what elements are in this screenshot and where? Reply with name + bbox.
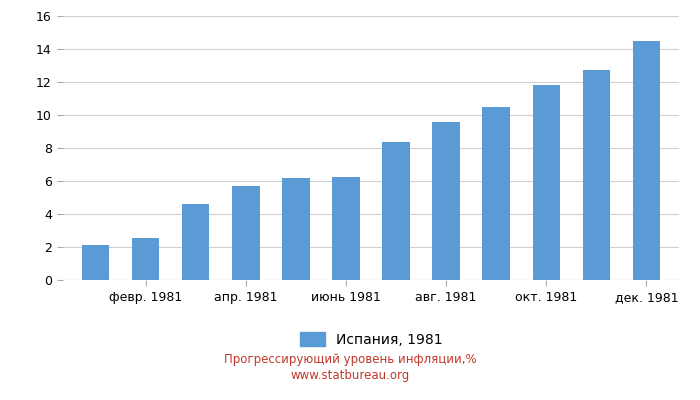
Bar [433, 122, 460, 280]
Bar [182, 204, 209, 280]
Legend: Испания, 1981: Испания, 1981 [300, 332, 442, 347]
Bar [482, 107, 510, 280]
Bar [332, 177, 360, 280]
Bar [132, 238, 160, 280]
Bar [582, 70, 610, 280]
Text: Прогрессирующий уровень инфляции,%: Прогрессирующий уровень инфляции,% [224, 353, 476, 366]
Bar [533, 85, 560, 280]
Bar [232, 186, 260, 280]
Bar [282, 178, 309, 280]
Bar [382, 142, 410, 280]
Bar [82, 245, 109, 280]
Bar [633, 41, 660, 280]
Text: www.statbureau.org: www.statbureau.org [290, 369, 410, 382]
